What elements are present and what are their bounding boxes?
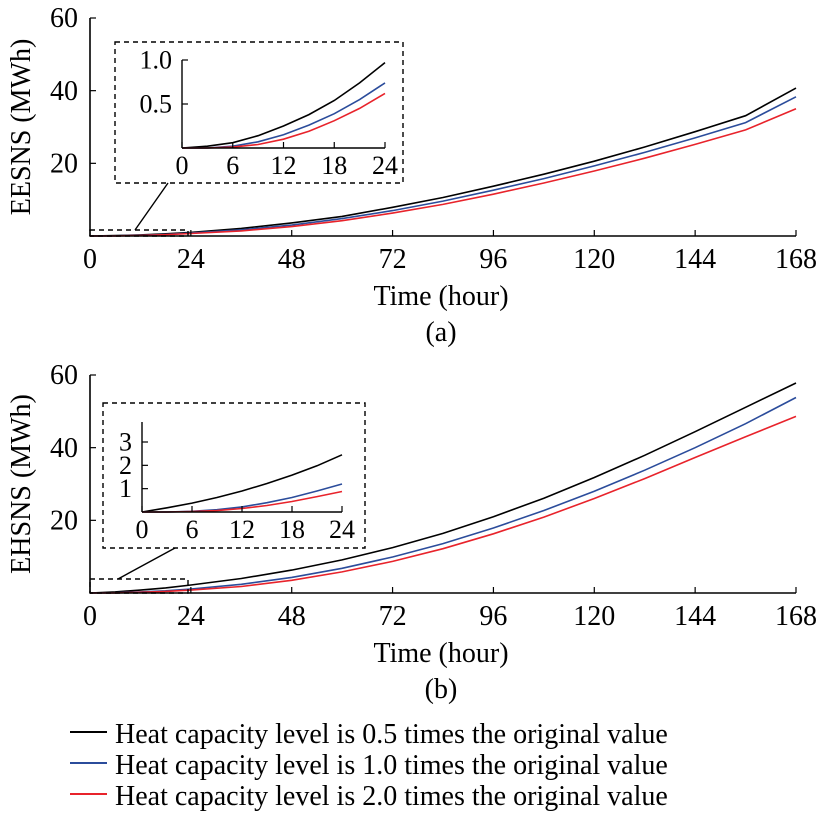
panel-b-x-tick-label: 24 bbox=[177, 601, 205, 632]
panel-a-x-tick-label: 120 bbox=[573, 244, 615, 275]
legend-label-2.0x: Heat capacity level is 2.0 times the ori… bbox=[115, 781, 668, 812]
panel-b-series-line-3 bbox=[89, 415, 797, 594]
panel-a-label: (a) bbox=[425, 317, 456, 348]
panel-a-inset-x-tick-label: 12 bbox=[271, 151, 297, 180]
panel-a-inset-x-tick-label: 24 bbox=[372, 151, 398, 180]
panel-a-series bbox=[89, 87, 797, 237]
panel-a-inset-y-tick-label: 1.0 bbox=[140, 46, 173, 75]
panel-b-inset-x-tick-label: 12 bbox=[229, 515, 255, 544]
panel-b-label: (b) bbox=[425, 674, 458, 705]
panel-b-x-tick-label: 120 bbox=[573, 601, 615, 632]
panel-b-series bbox=[89, 382, 797, 594]
panel-a-y-axis-label: EESNS (MWh) bbox=[6, 39, 37, 216]
panel-a-x-tick-label: 48 bbox=[278, 244, 306, 275]
panel-a-inset-series-line-2 bbox=[182, 82, 386, 149]
panel-a-inset-y-tick-label: 0.5 bbox=[140, 90, 173, 119]
panel-b-y-axis-label: EHSNS (MWh) bbox=[6, 394, 37, 574]
panel-b-x-axis-label: Time (hour) bbox=[373, 638, 508, 669]
panel-b-inset-x-tick-label: 24 bbox=[329, 515, 355, 544]
panel-b-y-tick-label: 20 bbox=[50, 506, 78, 537]
panel-b-x-tick-label: 96 bbox=[479, 601, 507, 632]
panel-b-series-line-1 bbox=[89, 382, 797, 594]
panel-b-y-tick-label: 40 bbox=[50, 433, 78, 464]
panel-a-x-tick-label: 96 bbox=[479, 244, 507, 275]
panel-b-x-tick-label: 48 bbox=[278, 601, 306, 632]
panel-a-series-line-3 bbox=[89, 108, 797, 237]
legend: Heat capacity level is 0.5 times the ori… bbox=[70, 719, 668, 812]
panel-a-x-axis-label: Time (hour) bbox=[373, 281, 508, 312]
panel-b-inset-y-tick-label: 3 bbox=[119, 428, 132, 457]
panel-a-zoom-region bbox=[89, 229, 189, 237]
panel-b-inset-x-tick-label: 6 bbox=[186, 515, 199, 544]
panel-a-zoom-leader bbox=[134, 182, 169, 231]
panel-a-inset-x-tick-label: 0 bbox=[176, 151, 189, 180]
panel-b-inset-y-tick-label: 2 bbox=[119, 451, 132, 480]
panel-a-inset-series-line-1 bbox=[181, 61, 386, 149]
panel-b-inset-series-line-1 bbox=[141, 454, 343, 513]
panel-b-x-tick-label: 0 bbox=[83, 601, 97, 632]
panel-a-inset-frame bbox=[114, 41, 404, 184]
panel-b-inset-x-tick-label: 0 bbox=[136, 515, 149, 544]
panel-a-x-tick-label: 144 bbox=[674, 244, 716, 275]
panel-a-x-tick-label: 0 bbox=[83, 244, 97, 275]
panel-a-y-tick-label: 40 bbox=[50, 76, 78, 107]
panel-b-series-line-2 bbox=[89, 396, 797, 594]
panel-a-inset-series bbox=[181, 61, 386, 149]
panel-b-x-tick-label: 144 bbox=[674, 601, 716, 632]
panel-a-x-tick-label: 168 bbox=[775, 244, 817, 275]
legend-label-0.5x: Heat capacity level is 0.5 times the ori… bbox=[115, 719, 668, 750]
panel-b-x-tick-label: 72 bbox=[379, 601, 407, 632]
panel-a-y-tick-label: 60 bbox=[50, 3, 78, 34]
panel-b-x-tick-label: 168 bbox=[775, 601, 817, 632]
panel-b-inset-frame bbox=[102, 402, 366, 549]
panel-b-y-tick-label: 60 bbox=[50, 360, 78, 391]
panel-b-zoom-region bbox=[89, 578, 189, 594]
panel-a-inset-x-tick-label: 18 bbox=[321, 151, 347, 180]
legend-label-1.0x: Heat capacity level is 1.0 times the ori… bbox=[115, 750, 668, 781]
panel-a-inset-x-tick-label: 6 bbox=[226, 151, 239, 180]
panel-a-y-tick-label: 20 bbox=[50, 149, 78, 180]
panel-a-inset-ticks: 0 6 12 18 24 0.5 1.0 bbox=[140, 46, 399, 180]
panel-b-inset-x-tick-label: 18 bbox=[279, 515, 305, 544]
panel-a-series-line-2 bbox=[89, 96, 797, 237]
panel-a-series-line-1 bbox=[89, 87, 797, 237]
panel-b-zoom-leader bbox=[117, 547, 176, 580]
panel-b-inset-y-tick-label: 1 bbox=[119, 474, 132, 503]
panel-a-x-tick-label: 72 bbox=[379, 244, 407, 275]
panel-b-inset-series bbox=[141, 454, 343, 513]
panel-a-x-tick-label: 24 bbox=[177, 244, 205, 275]
